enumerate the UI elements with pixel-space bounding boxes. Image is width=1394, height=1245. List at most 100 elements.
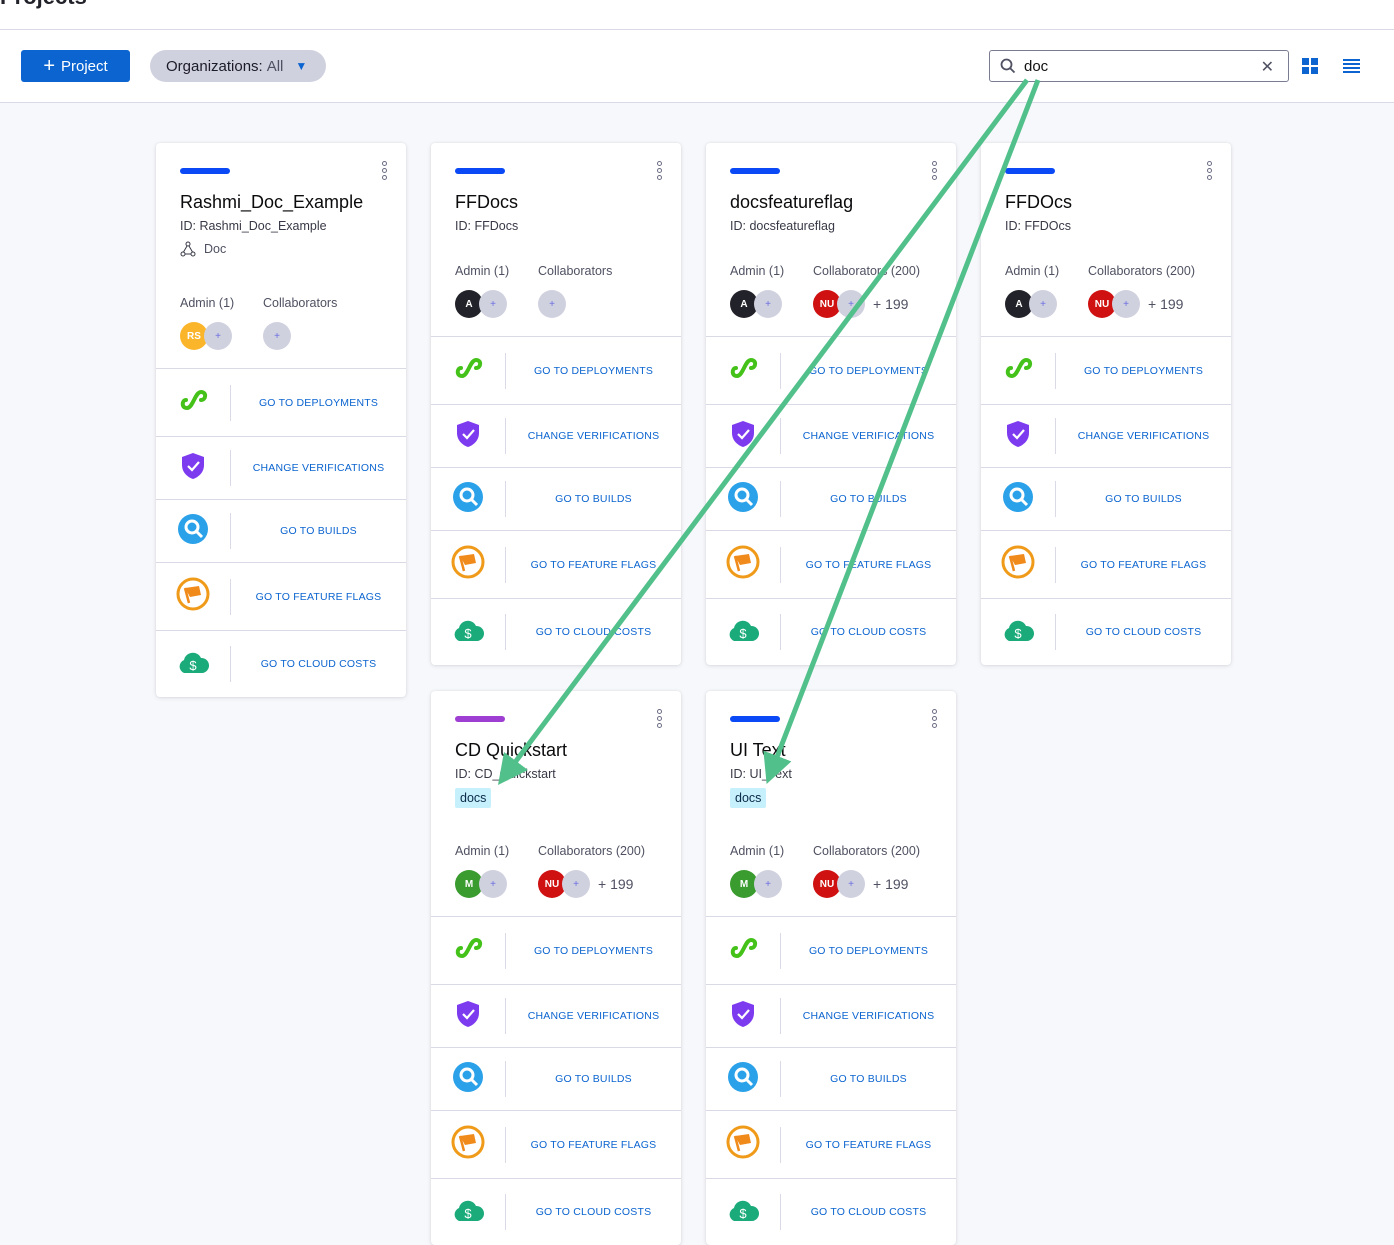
module-link[interactable]: GO TO DEPLOYMENTS: [431, 916, 681, 984]
module-link-label: GO TO DEPLOYMENTS: [808, 944, 929, 957]
module-link[interactable]: CHANGE VERIFICATIONS: [981, 404, 1231, 467]
add-admin-button[interactable]: +: [1029, 290, 1057, 318]
add-admin-button[interactable]: +: [754, 290, 782, 318]
module-link[interactable]: GO TO FEATURE FLAGS: [431, 530, 681, 598]
org-name: Doc: [204, 242, 227, 256]
project-card[interactable]: docsfeatureflag ID: docsfeatureflag Admin…: [706, 143, 956, 665]
project-tag[interactable]: docs: [455, 788, 492, 808]
module-link[interactable]: $ GO TO CLOUD COSTS: [706, 598, 956, 665]
module-link[interactable]: CHANGE VERIFICATIONS: [431, 404, 681, 467]
add-admin-button[interactable]: +: [479, 870, 507, 898]
more-options-icon[interactable]: [657, 709, 663, 728]
chevron-down-icon: ▼: [295, 59, 308, 73]
module-link[interactable]: GO TO FEATURE FLAGS: [706, 1110, 956, 1178]
admin-label: Admin (1): [730, 264, 785, 278]
module-link[interactable]: GO TO DEPLOYMENTS: [431, 336, 681, 404]
feature-flag-icon: [176, 577, 210, 616]
admin-avatar[interactable]: M: [730, 870, 758, 898]
add-admin-button[interactable]: +: [479, 290, 507, 318]
module-link[interactable]: CHANGE VERIFICATIONS: [156, 436, 406, 499]
add-admin-button[interactable]: +: [754, 870, 782, 898]
svg-text:$: $: [739, 1206, 747, 1221]
module-link-label: GO TO BUILDS: [555, 1073, 632, 1085]
module-link[interactable]: $ GO TO CLOUD COSTS: [706, 1178, 956, 1245]
module-link[interactable]: GO TO BUILDS: [431, 1047, 681, 1110]
more-options-icon[interactable]: [932, 161, 938, 180]
verification-shield-icon: [730, 1000, 756, 1033]
more-options-icon[interactable]: [932, 709, 938, 728]
grid-view-icon[interactable]: [1302, 58, 1318, 74]
module-link-label: CHANGE VERIFICATIONS: [527, 430, 660, 442]
module-link[interactable]: $ GO TO CLOUD COSTS: [431, 598, 681, 665]
add-collaborator-button[interactable]: +: [837, 870, 865, 898]
project-card[interactable]: CD Quickstart ID: CD_Quickstart docs Admin…: [431, 691, 681, 1245]
admin-avatar[interactable]: RS: [180, 322, 208, 350]
module-link[interactable]: GO TO FEATURE FLAGS: [431, 1110, 681, 1178]
module-link[interactable]: GO TO FEATURE FLAGS: [156, 562, 406, 630]
collaborator-avatar[interactable]: NU: [813, 870, 841, 898]
module-links: GO TO DEPLOYMENTS CHANGE VERIFICATIONS GO …: [706, 916, 956, 1245]
module-link[interactable]: GO TO BUILDS: [431, 467, 681, 530]
module-link[interactable]: $ GO TO CLOUD COSTS: [156, 630, 406, 697]
module-link-label: GO TO DEPLOYMENTS: [808, 364, 929, 377]
module-link[interactable]: $ GO TO CLOUD COSTS: [981, 598, 1231, 665]
project-color-stripe: [730, 716, 780, 722]
module-link[interactable]: GO TO BUILDS: [156, 499, 406, 562]
module-link-label: GO TO DEPLOYMENTS: [533, 364, 654, 377]
more-options-icon[interactable]: [657, 161, 663, 180]
project-card[interactable]: FFDocs ID: FFDocs Admin (1) Collaborators…: [431, 143, 681, 665]
module-link[interactable]: CHANGE VERIFICATIONS: [706, 984, 956, 1047]
project-card[interactable]: UI Text ID: UI_Text docs Admin (1) Collabo…: [706, 691, 956, 1245]
builds-icon: [727, 481, 759, 518]
add-collaborator-button[interactable]: +: [538, 290, 566, 318]
module-link[interactable]: GO TO BUILDS: [706, 1047, 956, 1110]
page-title: Projects: [0, 0, 87, 10]
module-link-label: GO TO FEATURE FLAGS: [530, 558, 657, 571]
admin-avatar[interactable]: A: [455, 290, 483, 318]
add-collaborator-button[interactable]: +: [562, 870, 590, 898]
deployments-icon: [728, 357, 758, 384]
collaborator-count: + 199: [598, 876, 634, 892]
organizations-dropdown[interactable]: Organizations: All ▼: [150, 50, 326, 82]
verification-shield-icon: [455, 1000, 481, 1033]
module-link[interactable]: GO TO BUILDS: [706, 467, 956, 530]
project-card[interactable]: FFDOcs ID: FFDOcs Admin (1) Collaborators…: [981, 143, 1231, 665]
more-options-icon[interactable]: [382, 161, 388, 180]
project-color-stripe: [455, 168, 505, 174]
admin-avatar[interactable]: M: [455, 870, 483, 898]
module-link[interactable]: CHANGE VERIFICATIONS: [431, 984, 681, 1047]
collaborator-avatar[interactable]: NU: [538, 870, 566, 898]
module-link[interactable]: CHANGE VERIFICATIONS: [706, 404, 956, 467]
module-link[interactable]: GO TO BUILDS: [981, 467, 1231, 530]
verification-shield-icon: [180, 452, 206, 485]
clear-search-icon[interactable]: ✕: [1260, 59, 1274, 76]
module-link[interactable]: GO TO FEATURE FLAGS: [706, 530, 956, 598]
collaborator-count: + 199: [1148, 296, 1184, 312]
feature-flag-icon: [451, 1125, 485, 1164]
add-collaborator-button[interactable]: +: [263, 322, 291, 350]
add-collaborator-button[interactable]: +: [1112, 290, 1140, 318]
add-admin-button[interactable]: +: [204, 322, 232, 350]
add-collaborator-button[interactable]: +: [837, 290, 865, 318]
module-link[interactable]: GO TO DEPLOYMENTS: [981, 336, 1231, 404]
collaborators-label: Collaborators (200): [813, 844, 920, 858]
svg-text:$: $: [739, 626, 747, 641]
cloud-costs-icon: $: [451, 1198, 485, 1227]
module-link[interactable]: $ GO TO CLOUD COSTS: [431, 1178, 681, 1245]
project-org: Doc: [180, 241, 226, 257]
module-link[interactable]: GO TO DEPLOYMENTS: [706, 916, 956, 984]
module-link[interactable]: GO TO FEATURE FLAGS: [981, 530, 1231, 598]
module-link-label: GO TO BUILDS: [555, 493, 632, 505]
project-tag[interactable]: docs: [730, 788, 767, 808]
module-link[interactable]: GO TO DEPLOYMENTS: [706, 336, 956, 404]
collaborator-avatar[interactable]: NU: [1088, 290, 1116, 318]
project-card[interactable]: Rashmi_Doc_Example ID: Rashmi_Doc_Exampl…: [156, 143, 406, 697]
search-input[interactable]: [1024, 57, 1254, 75]
more-options-icon[interactable]: [1207, 161, 1213, 180]
module-link[interactable]: GO TO DEPLOYMENTS: [156, 368, 406, 436]
add-project-button[interactable]: + Project: [21, 50, 130, 82]
builds-icon: [177, 513, 209, 550]
module-link-label: GO TO DEPLOYMENTS: [1083, 364, 1204, 377]
list-view-icon[interactable]: [1343, 59, 1360, 73]
org-value: All: [266, 57, 284, 75]
